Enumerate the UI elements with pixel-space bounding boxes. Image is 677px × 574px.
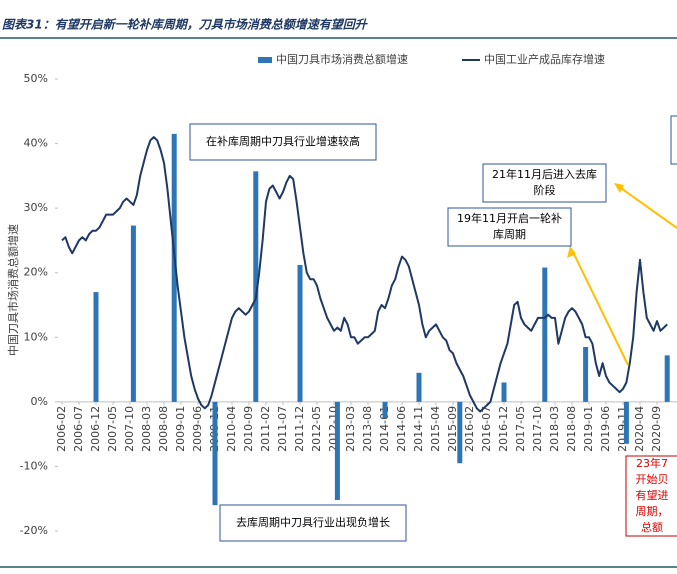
x-tick-label: 2016-07 [480, 406, 493, 452]
x-tick-label: 2018-03 [548, 406, 561, 452]
x-tick-label: 2006-12 [89, 406, 102, 452]
bar [416, 372, 422, 402]
bar [457, 401, 463, 464]
x-tick-label: 2007-05 [106, 406, 119, 452]
x-tick-label: 2012-05 [310, 406, 323, 452]
x-tick-label: 2006-07 [72, 406, 85, 452]
y-tick-label: 30% [24, 201, 48, 214]
x-tick-label: 2017-05 [514, 406, 527, 452]
annotation-text: 周期， [636, 505, 669, 518]
bar [501, 382, 507, 402]
x-tick-label: 2010-09 [242, 406, 255, 452]
x-tick-label: 2014-01 [378, 406, 391, 452]
legend-swatch [258, 57, 272, 63]
annotation-box [219, 504, 407, 542]
arrow [617, 185, 677, 229]
x-tick-label: 2013-08 [361, 406, 374, 452]
x-tick-label: 2011-07 [276, 406, 289, 452]
annotation-text: 21年11月后进入去库 [492, 167, 597, 181]
x-tick-label: 2010-04 [225, 406, 238, 452]
x-tick-label: 2011-02 [259, 406, 272, 452]
bar [334, 401, 340, 501]
x-tick-label: 2013-03 [344, 406, 357, 452]
x-tick-label: 2009-01 [174, 406, 187, 452]
x-tick-label: 2020-04 [633, 406, 646, 452]
bar [171, 133, 177, 402]
x-tick-label: 2016-12 [497, 406, 510, 452]
bar [130, 225, 136, 402]
annotation-box [670, 115, 677, 165]
y-axis-label: 中国刀具市场消费总额增速 [6, 224, 20, 356]
x-tick-label: 2016-02 [463, 406, 476, 452]
x-tick-label: 2007-10 [123, 406, 136, 452]
y-tick-label: 0% [31, 395, 48, 408]
x-tick-label: 2008-08 [157, 406, 170, 452]
chart-title: 图表31：有望开启新一轮补库周期，刀具市场消费总额增速有望回升 [2, 18, 369, 32]
x-tick-label: 2008-03 [140, 406, 153, 452]
annotation-text: 库周期 [493, 228, 526, 241]
x-tick-label: 2011-12 [293, 406, 306, 452]
annotation-box [482, 163, 607, 203]
y-tick-label: -20% [20, 524, 48, 537]
annotation-text: 阶段 [534, 183, 556, 197]
annotation-text: 总额 [641, 520, 663, 534]
bar [623, 401, 629, 444]
x-tick-label: 2006-02 [55, 406, 68, 452]
arrowhead [614, 183, 624, 193]
x-tick-label: 2018-08 [565, 406, 578, 452]
annotation-text: 开始贝 [636, 472, 669, 486]
x-tick-label: 2009-06 [191, 406, 204, 452]
annotation-box [447, 207, 572, 247]
annotation-text: 有望进 [636, 488, 669, 502]
legend-label: 中国刀具市场消费总额增速 [276, 52, 408, 66]
y-tick-label: 20% [24, 266, 48, 279]
bar [583, 346, 589, 402]
annotation-box [189, 123, 377, 161]
annotation-text: 去库周期中刀具行业出现负增长 [236, 515, 390, 529]
bar [664, 355, 670, 402]
bar [93, 292, 99, 402]
annotation-box [625, 455, 677, 537]
x-tick-label: 2015-04 [429, 406, 442, 452]
annotation-text: 19年11月开启一轮补 [457, 211, 562, 225]
x-tick-label: 2014-06 [395, 406, 408, 452]
x-tick-label: 2014-11 [412, 406, 425, 452]
annotation-text: 在补库周期中刀具行业增速较高 [206, 134, 360, 148]
bar [297, 264, 303, 402]
bar [542, 267, 548, 402]
x-tick-label: 2019-01 [582, 406, 595, 452]
line [61, 136, 668, 413]
bar [212, 401, 218, 506]
bar [253, 171, 259, 402]
x-tick-label: 2019-06 [599, 406, 612, 452]
bar [382, 401, 388, 418]
y-tick-label: 50% [24, 72, 48, 85]
x-tick-label: 2015-09 [446, 406, 459, 452]
y-tick-label: 40% [24, 137, 48, 150]
x-tick-label: 2020-09 [650, 406, 663, 452]
arrow [571, 249, 629, 366]
arrowhead [567, 246, 576, 258]
y-tick-label: 10% [24, 330, 48, 343]
annotation-text: 23年7 [636, 456, 668, 470]
y-tick-label: -10% [20, 459, 48, 472]
x-tick-label: 2017-10 [531, 406, 544, 452]
legend-label: 中国工业产成品库存增速 [484, 52, 605, 66]
